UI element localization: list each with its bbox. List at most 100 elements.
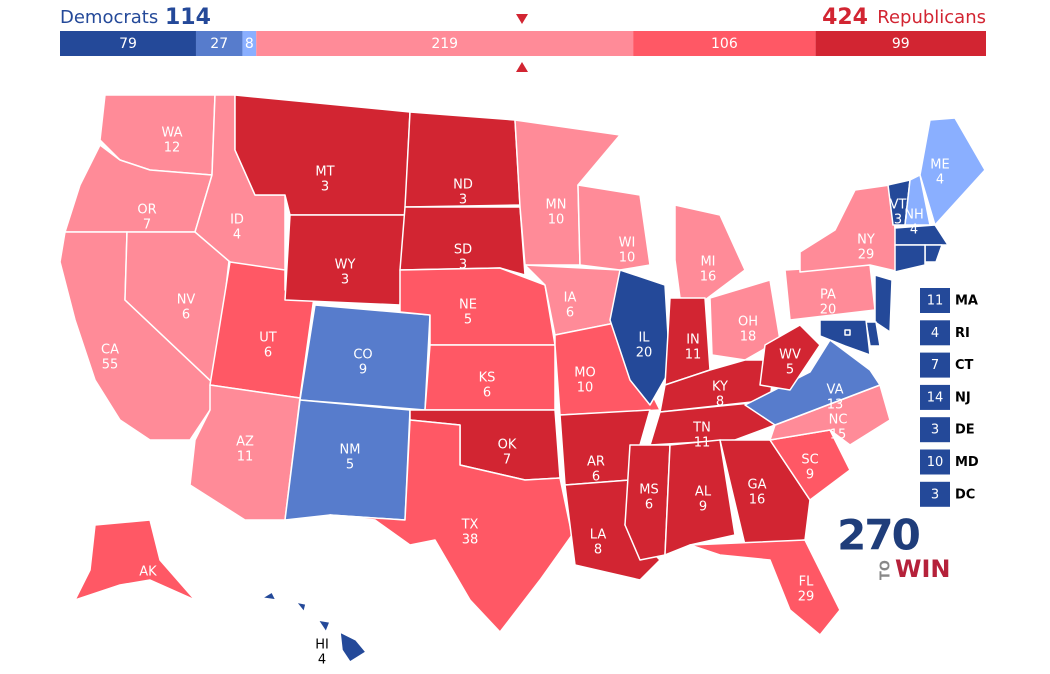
state-ev: 5	[464, 313, 472, 328]
state	[261, 591, 277, 601]
state-abbr: LA	[590, 528, 607, 543]
state	[295, 601, 307, 613]
small-state-ev: 3	[931, 423, 939, 438]
small-state-abbr: MA	[955, 294, 978, 309]
state-ev: 9	[699, 500, 707, 515]
state-abbr: SC	[801, 453, 818, 468]
state-ev: 6	[182, 308, 190, 323]
bar-segment	[256, 31, 634, 56]
state-ev: 11	[694, 436, 711, 451]
state	[759, 324, 821, 391]
state-abbr: NV	[177, 293, 196, 308]
state-abbr: MS	[639, 483, 658, 498]
small-state-abbr: DE	[955, 423, 975, 438]
state-ev: 29	[798, 590, 815, 605]
logo-number: 270	[837, 511, 919, 560]
270-marker-bottom	[516, 62, 528, 72]
state-ev: 55	[102, 358, 119, 373]
state-ev: 4	[318, 653, 326, 668]
state-ev: 3	[459, 258, 467, 273]
state-abbr: NM	[340, 443, 361, 458]
state-ev: 4	[936, 173, 944, 188]
state	[874, 274, 893, 333]
state-abbr: AL	[695, 485, 712, 500]
dem-label: Democrats	[60, 7, 158, 28]
logo-to: TO	[879, 560, 894, 580]
small-state-box	[920, 481, 950, 507]
state-ev: 3	[144, 580, 152, 595]
state-abbr: AZ	[236, 435, 254, 450]
rep-label: Republicans	[877, 7, 986, 28]
small-state-box	[920, 417, 950, 443]
state-ev: 9	[806, 468, 814, 483]
small-state-ev: 3	[931, 487, 939, 502]
state-abbr: CA	[101, 343, 119, 358]
state-ev: 6	[264, 346, 272, 361]
state-abbr: IN	[686, 333, 700, 348]
state	[609, 269, 671, 406]
state-abbr: HI	[315, 638, 329, 653]
state	[329, 419, 573, 633]
state-ev: 6	[645, 498, 653, 513]
state	[674, 204, 746, 301]
state-abbr: CO	[353, 348, 372, 363]
state	[664, 439, 736, 556]
state-abbr: NE	[459, 298, 477, 313]
state-ev: 10	[619, 251, 636, 266]
state-ev: 10	[548, 213, 565, 228]
state-abbr: WI	[619, 236, 636, 251]
state-abbr: TX	[461, 518, 479, 533]
small-state-ev: 11	[927, 294, 944, 309]
state-abbr: VA	[827, 383, 844, 398]
dem-total: 114	[165, 5, 211, 30]
state-ev: 7	[503, 453, 511, 468]
small-state-box	[920, 449, 950, 475]
state-ev: 8	[594, 543, 602, 558]
state-abbr: SD	[454, 243, 472, 258]
state-ev: 10	[577, 381, 594, 396]
bar-label: 106	[711, 36, 738, 52]
small-state-abbr: NJ	[955, 390, 971, 405]
small-state-box	[920, 288, 950, 313]
state-ev: 11	[237, 450, 254, 465]
state	[689, 539, 841, 636]
state-ev: 38	[462, 533, 479, 548]
state-ev: 16	[700, 270, 717, 285]
small-state-ev: 7	[931, 358, 939, 373]
state-abbr: NC	[829, 413, 848, 428]
state-ev: 8	[716, 395, 724, 410]
state-ev: 3	[321, 180, 329, 195]
state	[894, 244, 926, 273]
state-abbr: KS	[479, 371, 496, 386]
state-abbr: WY	[335, 258, 356, 273]
small-state-ev: 4	[931, 326, 939, 341]
state-ev: 9	[359, 363, 367, 378]
bar-segment	[815, 31, 986, 56]
state-ev: 6	[592, 470, 600, 485]
bar-label: 8	[245, 36, 254, 52]
state-ev: 3	[459, 193, 467, 208]
small-state-abbr: CT	[955, 358, 974, 373]
state-ev: 20	[636, 346, 653, 361]
logo-win: WIN	[895, 555, 951, 583]
state	[399, 206, 526, 276]
state-ev: 29	[858, 248, 875, 263]
state-abbr: VT	[890, 198, 907, 213]
state-abbr: OK	[498, 438, 517, 453]
state-ev: 3	[894, 213, 902, 228]
state-abbr: NY	[857, 233, 875, 248]
rep-total: 424	[822, 5, 868, 30]
state-abbr: ID	[230, 213, 244, 228]
state-abbr: WA	[161, 126, 182, 141]
state	[339, 631, 367, 663]
bar-label: 219	[431, 36, 458, 52]
state-abbr: IL	[638, 331, 650, 346]
state	[844, 329, 851, 336]
state-abbr: WV	[779, 348, 801, 363]
small-state-abbr: RI	[955, 326, 970, 341]
state-abbr: AK	[139, 565, 157, 580]
state-ev: 20	[820, 303, 837, 318]
state-abbr: MN	[546, 198, 567, 213]
state-abbr: MI	[700, 255, 715, 270]
